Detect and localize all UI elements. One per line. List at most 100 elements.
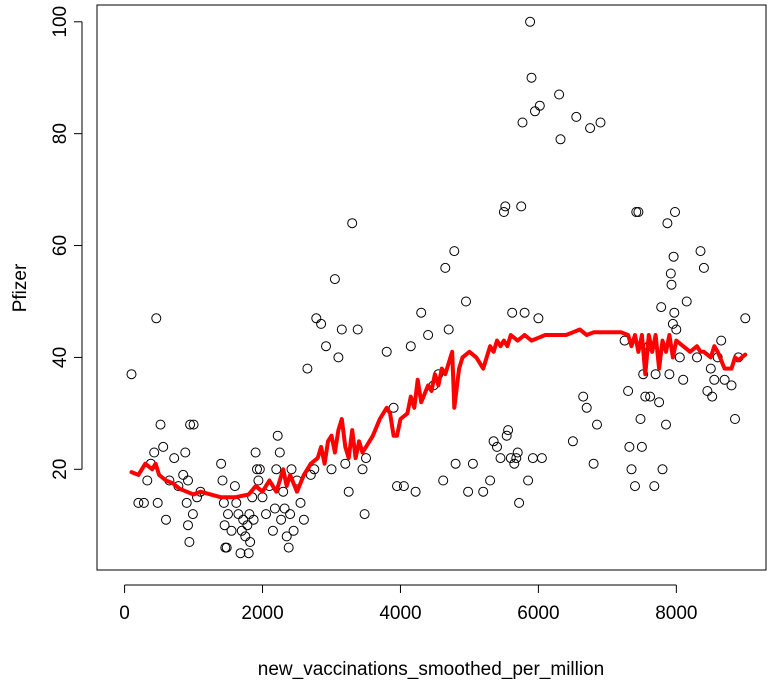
data-point: [410, 486, 421, 497]
data-point: [295, 497, 306, 508]
scatter-points: [126, 16, 751, 559]
data-point: [223, 509, 233, 520]
data-point: [361, 453, 371, 464]
data-point: [514, 497, 525, 508]
data-point: [217, 475, 228, 486]
data-point: [183, 520, 193, 531]
x-tick-label: 4000: [379, 603, 421, 624]
data-point: [138, 497, 149, 508]
data-point: [151, 313, 162, 324]
data-point: [133, 497, 144, 508]
data-point: [226, 525, 237, 536]
data-point: [595, 117, 606, 128]
data-point: [492, 441, 502, 452]
data-point: [283, 542, 294, 553]
data-point: [467, 458, 478, 469]
data-point: [305, 469, 316, 480]
data-point: [302, 363, 313, 374]
data-point: [665, 268, 676, 279]
data-point: [523, 475, 534, 486]
data-point: [343, 486, 354, 497]
data-point: [709, 374, 720, 385]
data-point: [503, 425, 514, 436]
data-point: [298, 514, 309, 525]
data-point: [336, 324, 347, 335]
smooth-line: [129, 327, 748, 500]
data-point: [567, 436, 578, 447]
data-point: [667, 318, 678, 329]
data-point: [656, 302, 667, 313]
data-point: [702, 386, 713, 396]
data-point: [519, 307, 530, 318]
data-point: [450, 458, 461, 469]
data-point: [388, 402, 399, 413]
y-tick-label: 100: [50, 6, 71, 38]
plot-box: [96, 4, 767, 571]
data-point: [501, 430, 512, 441]
y-axis-title: Pfizer: [10, 263, 31, 312]
data-point: [398, 481, 409, 492]
data-point: [636, 441, 647, 452]
data-point: [185, 419, 196, 430]
data-point: [288, 525, 299, 536]
data-point: [178, 469, 189, 480]
data-point: [276, 514, 287, 525]
x-tick-label: 2000: [241, 603, 283, 624]
data-point: [495, 453, 506, 464]
data-point: [640, 391, 651, 402]
data-point: [271, 464, 282, 475]
data-point: [512, 447, 523, 458]
data-point: [347, 218, 358, 229]
data-point: [155, 419, 166, 430]
data-point: [443, 324, 454, 335]
data-point: [671, 324, 682, 335]
data-point: [670, 207, 680, 217]
data-point: [649, 481, 660, 492]
data-point: [250, 447, 261, 458]
data-point: [316, 318, 327, 329]
data-point: [285, 509, 296, 520]
data-point: [279, 503, 290, 514]
data-point: [707, 391, 718, 402]
data-point: [152, 497, 163, 508]
data-point: [180, 447, 191, 458]
data-point: [184, 537, 195, 547]
data-point: [633, 207, 644, 217]
data-point: [233, 509, 244, 520]
data-point: [261, 509, 271, 520]
data-point: [169, 453, 180, 464]
data-point: [740, 313, 751, 324]
x-axis: 0 2000 4000 6000 8000: [119, 584, 697, 624]
data-point: [440, 262, 451, 273]
data-point: [631, 207, 642, 217]
data-point: [242, 520, 253, 531]
data-point: [626, 464, 637, 475]
data-point: [381, 346, 392, 357]
data-point: [525, 16, 536, 27]
data-point: [236, 525, 247, 536]
data-point: [668, 251, 679, 262]
data-point: [554, 89, 565, 100]
data-point: [161, 514, 171, 525]
y-tick-label: 20: [50, 459, 71, 480]
data-point: [126, 369, 137, 380]
data-point: [286, 464, 297, 475]
data-point: [231, 497, 242, 508]
data-point: [245, 537, 256, 547]
data-point: [219, 520, 230, 531]
data-point: [530, 106, 540, 117]
data-point: [254, 464, 265, 475]
data-point: [352, 324, 363, 335]
y-axis: 20 40 60 80 100: [50, 6, 83, 480]
data-point: [719, 374, 730, 385]
data-point: [252, 464, 262, 475]
data-point: [488, 436, 499, 447]
data-point: [392, 481, 402, 492]
data-point: [416, 307, 427, 318]
data-point: [630, 481, 640, 492]
data-point: [243, 548, 254, 559]
data-point: [267, 525, 278, 536]
data-point: [705, 363, 716, 374]
data-point: [478, 486, 489, 497]
data-point: [333, 352, 344, 363]
